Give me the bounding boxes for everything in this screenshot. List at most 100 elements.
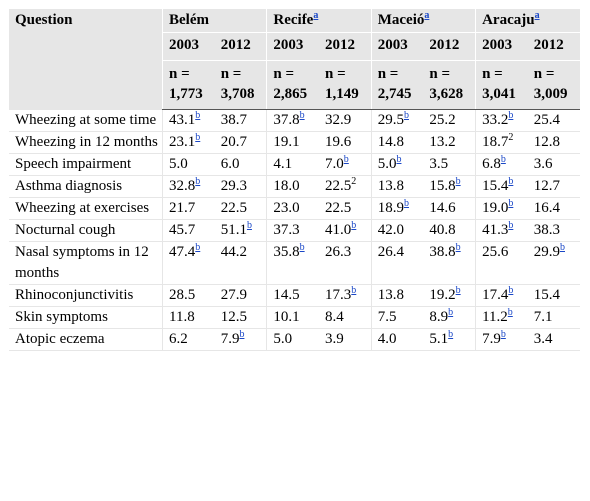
sample-size-label: n = <box>533 66 555 82</box>
prevalence-value: 42.0 <box>377 222 404 238</box>
city-header: Aracajua <box>475 9 580 33</box>
footnote-link[interactable]: b <box>507 307 513 318</box>
table-body: Wheezing at some time 43.1b 38.7 37.8b 32.9 2… <box>9 109 580 351</box>
year-header: 2003 <box>162 32 215 61</box>
footnote-link[interactable]: b <box>351 285 357 296</box>
value-cell: 4.0 <box>370 328 424 351</box>
footnote-link[interactable]: a <box>313 10 319 21</box>
footnote-link[interactable]: b <box>195 132 201 143</box>
footnote-link[interactable]: b <box>508 220 514 231</box>
footnote-link[interactable]: b <box>396 154 402 165</box>
sample-size-header: n = 1,149 <box>319 60 372 110</box>
footnote-link[interactable]: b <box>508 285 514 296</box>
prevalence-value: 18.7 <box>482 134 509 150</box>
prevalence-value: 8.4 <box>325 309 344 325</box>
prevalence-value: 21.7 <box>169 200 196 216</box>
prevalence-value: 29.3 <box>220 178 247 194</box>
year-header: 2012 <box>423 32 476 61</box>
value-cell: 25.6 <box>475 241 528 285</box>
city-header: Recifea <box>266 9 372 33</box>
value-cell: 12.7 <box>527 175 580 198</box>
footnote-link[interactable]: b <box>299 110 305 121</box>
footnote-link[interactable]: b <box>448 329 454 340</box>
table-row: Nocturnal cough 45.7 51.1b 37.3 41.0b 42.0 40.… <box>9 219 580 242</box>
prevalence-value: 41.3 <box>482 222 509 238</box>
sample-size-label: n = <box>482 66 503 82</box>
value-cell: 51.1b <box>214 219 267 242</box>
year-header: 2012 <box>319 32 372 61</box>
footnote-link[interactable]: b <box>508 176 514 187</box>
table-row: Rhinoconjunctivitis 28.5 27.9 14.5 17.3b 13.8… <box>9 284 580 307</box>
value-cell: 15.4b <box>475 175 528 198</box>
question-cell: Wheezing in 12 months <box>9 131 163 154</box>
value-cell: 17.3b <box>319 284 372 307</box>
prevalence-value: 12.8 <box>533 134 560 150</box>
footnote-link[interactable]: b <box>455 242 461 253</box>
footnote-link[interactable]: b <box>508 198 514 209</box>
sample-size-value: 1,149 <box>325 86 359 102</box>
city-name: Belém <box>169 12 209 28</box>
footnote-link[interactable]: b <box>195 110 201 121</box>
footnote-marker: 2 <box>508 132 514 143</box>
value-cell: 37.3 <box>266 219 320 242</box>
footnote-link[interactable]: b <box>299 242 305 253</box>
value-cell: 19.2b <box>423 284 476 307</box>
year-header: 2003 <box>266 32 320 61</box>
footnote-link[interactable]: b <box>448 307 454 318</box>
question-cell: Skin symptoms <box>9 306 163 329</box>
footnote-link[interactable]: b <box>246 220 252 231</box>
table-header: Question Belém Recifea Maceióa Aracajua 200… <box>9 9 580 110</box>
question-cell: Atopic eczema <box>9 328 163 351</box>
footnote-link[interactable]: b <box>455 285 461 296</box>
footnote-link[interactable]: b <box>455 176 461 187</box>
prevalence-value: 22.5 <box>220 200 247 216</box>
table-row: Wheezing in 12 months 23.1b 20.7 19.1 19.6 14… <box>9 131 580 154</box>
sample-size-header: n = 3,009 <box>527 60 580 110</box>
value-cell: 13.8 <box>370 175 424 198</box>
value-cell: 38.8b <box>423 241 476 285</box>
prevalence-value: 13.8 <box>377 178 404 194</box>
footnote-link[interactable]: b <box>403 110 409 121</box>
footnote-link[interactable]: b <box>195 176 201 187</box>
value-cell: 43.1b <box>162 109 215 132</box>
prevalence-value: 7.9 <box>482 331 501 347</box>
value-cell: 20.7 <box>214 131 267 154</box>
value-cell: 26.4 <box>370 241 424 285</box>
question-cell: Asthma diagnosis <box>9 175 163 198</box>
footnote-link[interactable]: b <box>500 154 506 165</box>
sample-size-header: n = 3,041 <box>475 60 528 110</box>
footnote-link[interactable]: b <box>343 154 349 165</box>
table-row: Wheezing at some time 43.1b 38.7 37.8b 32.9 2… <box>9 109 580 132</box>
value-cell: 42.0 <box>370 219 424 242</box>
footnote-link[interactable]: a <box>534 10 540 21</box>
value-cell: 3.5 <box>423 153 476 176</box>
prevalence-value: 38.8 <box>429 244 456 260</box>
value-cell: 44.2 <box>214 241 267 285</box>
value-cell: 18.72 <box>475 131 528 154</box>
prevalence-value: 6.0 <box>220 156 240 172</box>
value-cell: 19.6 <box>319 131 372 154</box>
prevalence-value: 7.9 <box>220 331 240 347</box>
value-cell: 3.9 <box>319 328 372 351</box>
footnote-link[interactable]: b <box>403 198 409 209</box>
prevalence-value: 10.1 <box>273 309 300 325</box>
footnote-link[interactable]: b <box>239 329 245 340</box>
footnote-link[interactable]: b <box>351 220 357 231</box>
question-cell: Nocturnal cough <box>9 219 163 242</box>
question-header: Question <box>9 9 163 110</box>
sample-size-value: 3,009 <box>533 86 568 102</box>
value-cell: 5.0 <box>266 328 320 351</box>
value-cell: 16.4 <box>527 197 580 220</box>
prevalence-value: 23.0 <box>273 200 300 216</box>
question-cell: Nasal symptoms in 12 months <box>9 241 163 285</box>
footnote-link[interactable]: b <box>500 329 506 340</box>
prevalence-value: 4.1 <box>273 156 293 172</box>
footnote-link[interactable]: b <box>195 242 201 253</box>
value-cell: 23.0 <box>266 197 320 220</box>
footnote-link[interactable]: b <box>508 110 514 121</box>
footnote-link[interactable]: b <box>560 242 565 253</box>
prevalence-value: 45.7 <box>169 222 196 238</box>
footnote-link[interactable]: a <box>424 10 430 21</box>
sample-size-value: 3,708 <box>220 86 255 102</box>
prevalence-value: 3.4 <box>533 331 553 347</box>
